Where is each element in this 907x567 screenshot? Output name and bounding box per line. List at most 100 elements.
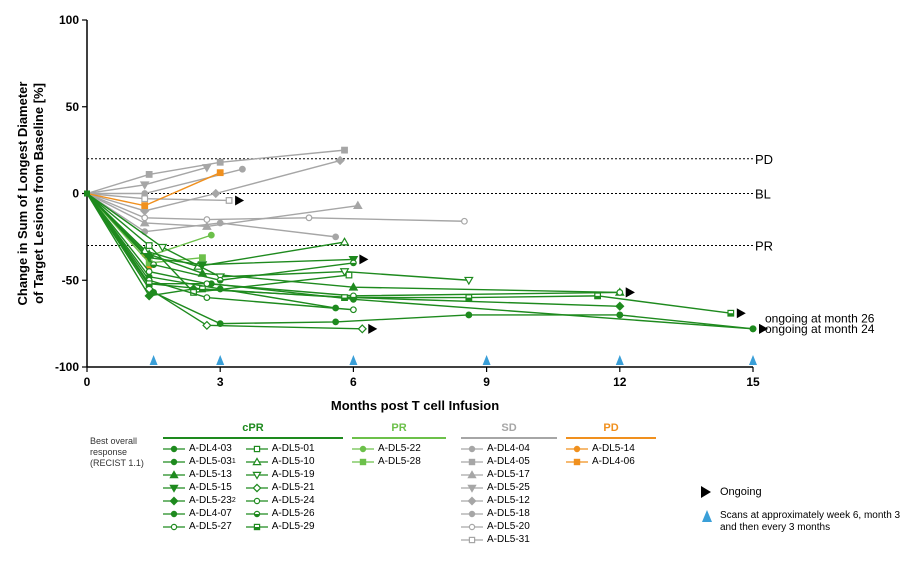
legend-item-label: A-DL5-19: [271, 469, 315, 480]
legend-item-a-dl5-27: A-DL5-27: [163, 520, 236, 533]
x-axis-label: Months post T cell Infusion: [331, 398, 499, 413]
ongoing-arrow: [235, 195, 245, 206]
data-point: [225, 197, 233, 204]
legend-cpr-col1: A-DL4-03 A-DL5-03 1 A-DL5-13 A-DL5-15 A-DL5-2…: [163, 442, 236, 533]
legend-item-a-dl4-06: A-DL4-06: [566, 455, 635, 468]
ongoing-arrow: [368, 323, 378, 334]
scan-marker: [216, 355, 225, 365]
legend-marker-icon: [245, 483, 268, 492]
data-point: [305, 214, 313, 222]
data-point: [238, 165, 246, 173]
data-point: [202, 221, 212, 230]
legend-item-label: A-DL5-26: [271, 508, 315, 519]
legend-item-label: A-DL5-31: [487, 534, 530, 545]
scan-marker: [615, 355, 624, 365]
data-point: [170, 445, 178, 452]
series-line: [86, 172, 221, 207]
ongoing-arrow: [625, 287, 635, 298]
legend-item-label: A-DL5-13: [189, 469, 232, 480]
data-point: [573, 445, 581, 452]
series-line: [86, 192, 620, 294]
data-point: [616, 288, 624, 296]
data-point: [359, 458, 367, 465]
series-line: [86, 193, 754, 330]
legend-item-label: A-DL5-01: [271, 443, 315, 454]
series-a-dl5-31: [86, 192, 245, 206]
data-point: [467, 469, 477, 478]
reference-lines: PD BL PR: [87, 152, 773, 254]
axes: 100 50 0 -50 -100 0 3 6 9 12 15: [55, 13, 760, 389]
data-point: [252, 471, 262, 480]
data-point: [211, 188, 221, 199]
legend-item-a-dl5-12: A-DL5-12: [461, 494, 530, 507]
series-a-dl5-26: [86, 193, 357, 284]
legend-marker-icon: [566, 445, 588, 452]
data-point: [139, 181, 150, 190]
legend-item-label: A-DL4-03: [189, 443, 232, 454]
data-point: [345, 271, 353, 279]
legend-item-label: A-DL5-27: [189, 521, 232, 532]
legend-ongoing: Ongoing: [700, 486, 762, 498]
legend-item-a-dl5-18: A-DL5-18: [461, 507, 530, 520]
legend-marker-icon: [461, 469, 483, 478]
data-point: [353, 200, 363, 210]
ongoing-arrow: [359, 254, 369, 265]
data-point: [216, 158, 224, 166]
legend-item-label: A-DL5-10: [271, 456, 315, 467]
data-point: [467, 496, 477, 505]
legend-item-label: A-DL5-24: [271, 495, 315, 506]
legend-item-label: A-DL5-21: [271, 482, 315, 493]
ongoing-arrow-icon: [701, 486, 711, 498]
data-point: [468, 510, 476, 517]
legend-item-label: A-DL4-05: [487, 456, 530, 467]
data-point: [170, 523, 178, 530]
series-a-dl5-25: [86, 164, 212, 195]
legend-marker-icon: [461, 496, 483, 505]
legend-item-a-dl5-17: A-DL5-17: [461, 468, 530, 481]
waterfall-spider-chart: 100 50 0 -50 -100 0 3 6 9 12 15 PD BL PR ongoing at …: [15, 13, 875, 413]
series-a-dl5-29: [86, 193, 746, 319]
data-point-half: [254, 526, 260, 530]
data-point: [461, 217, 468, 225]
data-point-half: [217, 280, 223, 284]
series-a-dl5-12: [86, 155, 345, 216]
data-point: [357, 324, 367, 334]
series-a-dl4-06: [86, 169, 224, 210]
scan-marker: [482, 355, 491, 365]
data-point: [332, 318, 340, 326]
reference-label-pr: PR: [755, 239, 773, 254]
origin-point: [84, 190, 90, 197]
data-point: [141, 214, 149, 222]
data-point-half: [594, 295, 601, 299]
data-point: [339, 268, 350, 277]
data-point: [202, 164, 212, 173]
data-point: [141, 195, 149, 203]
legend-marker-icon: [163, 523, 185, 530]
data-point: [145, 268, 153, 275]
legend-marker-icon: [245, 445, 268, 452]
data-point: [203, 294, 211, 302]
legend-marker-icon: [461, 536, 483, 543]
legend-marker-icon: [566, 458, 588, 465]
data-point: [468, 458, 476, 465]
data-point: [341, 146, 348, 154]
legend-item-label: A-DL5-22: [378, 443, 421, 454]
data-point: [202, 320, 212, 331]
data-point: [348, 282, 359, 291]
legend-item-a-dl4-05: A-DL4-05: [461, 455, 530, 468]
x-tick-label: 15: [746, 375, 760, 389]
data-point: [332, 233, 340, 241]
legend-item-footnote: 1: [231, 458, 236, 465]
legend-item-label: A-DL4-06: [592, 456, 635, 467]
data-point: [339, 237, 350, 246]
data-point: [359, 445, 367, 452]
data-point: [467, 484, 477, 493]
data-point: [139, 245, 150, 255]
legend-item-label: A-DL4-07: [189, 508, 232, 519]
legend-item-a-dl5-01: A-DL5-01: [245, 442, 315, 455]
legend-item-a-dl5-20: A-DL5-20: [461, 520, 530, 533]
data-point: [465, 311, 473, 319]
data-point: [252, 483, 262, 492]
series-layer: [84, 146, 768, 334]
